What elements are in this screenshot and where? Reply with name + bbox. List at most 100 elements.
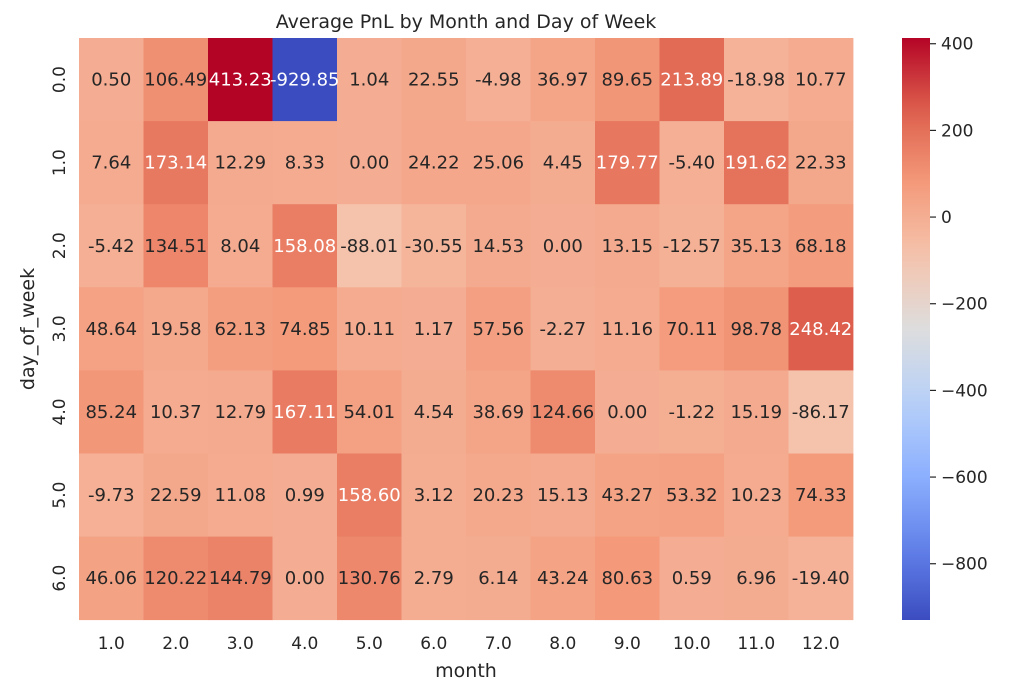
heatmap-cell-label: 80.63 bbox=[601, 568, 653, 589]
x-tick-label: 12.0 bbox=[802, 634, 840, 654]
y-tick-label: 5.0 bbox=[50, 482, 70, 509]
colorbar-tick-label: 0 bbox=[941, 208, 952, 228]
heatmap-cell bbox=[79, 536, 144, 621]
heatmap-cell-label: 98.78 bbox=[730, 319, 782, 340]
heatmap-cell bbox=[208, 536, 273, 621]
heatmap-cell bbox=[530, 370, 596, 454]
heatmap-cell bbox=[724, 121, 789, 205]
heatmap-cell bbox=[143, 287, 209, 371]
heatmap-cell bbox=[79, 453, 144, 537]
heatmap-cell-label: -929.85 bbox=[270, 70, 339, 91]
heatmap-cell bbox=[466, 536, 531, 621]
heatmap-cell-label: 7.64 bbox=[91, 153, 131, 174]
heatmap-cell bbox=[659, 204, 725, 288]
heatmap-cell bbox=[724, 38, 789, 122]
heatmap-cell-label: 62.13 bbox=[214, 319, 266, 340]
heatmap-cell bbox=[466, 287, 531, 371]
y-tick-label: 2.0 bbox=[50, 232, 70, 259]
heatmap-cell bbox=[530, 287, 596, 371]
heatmap-cell bbox=[788, 370, 854, 454]
heatmap-cell bbox=[337, 370, 402, 454]
heatmap-cells bbox=[79, 38, 854, 621]
heatmap-cell bbox=[208, 38, 273, 122]
heatmap-cell bbox=[466, 121, 531, 205]
heatmap-cell-label: -12.57 bbox=[663, 236, 721, 257]
heatmap-cell-label: 46.06 bbox=[85, 568, 137, 589]
heatmap-cell bbox=[530, 204, 596, 288]
heatmap-cell-label: 53.32 bbox=[666, 485, 718, 506]
heatmap-cell-label: 0.99 bbox=[285, 485, 325, 506]
y-tick-label: 4.0 bbox=[50, 398, 70, 425]
heatmap-cell bbox=[208, 204, 273, 288]
colorbar-tick-label: −800 bbox=[941, 555, 988, 575]
heatmap-cell-label: 12.79 bbox=[214, 402, 266, 423]
heatmap-cell-label: 158.60 bbox=[338, 485, 401, 506]
x-tick-label: 11.0 bbox=[737, 634, 775, 654]
heatmap-cell bbox=[272, 370, 338, 454]
heatmap-cell bbox=[143, 453, 209, 537]
heatmap-cell bbox=[595, 204, 660, 288]
x-tick-label: 9.0 bbox=[614, 634, 641, 654]
heatmap-cell bbox=[595, 453, 660, 537]
heatmap-cell bbox=[401, 370, 467, 454]
heatmap-cell bbox=[401, 287, 467, 371]
heatmap-cell bbox=[466, 38, 531, 122]
heatmap-cell-labels: 0.50 106.49 413.23-929.85 1.04 22.55 -4.98 36.… bbox=[85, 70, 852, 590]
x-tick-label: 2.0 bbox=[162, 634, 189, 654]
heatmap-cell bbox=[595, 536, 660, 621]
heatmap-cell-label: 10.37 bbox=[150, 402, 202, 423]
heatmap-cell bbox=[272, 536, 338, 621]
x-tick-label: 1.0 bbox=[98, 634, 125, 654]
heatmap-cell-label: 54.01 bbox=[343, 402, 395, 423]
heatmap-cell bbox=[79, 38, 144, 122]
heatmap-cell bbox=[272, 38, 338, 122]
heatmap-cell-label: 10.11 bbox=[343, 319, 395, 340]
colorbar-tick-label: −600 bbox=[941, 468, 988, 488]
heatmap-cell-label: 0.00 bbox=[285, 568, 325, 589]
heatmap-cell-label: 25.06 bbox=[472, 153, 524, 174]
heatmap-cell-label: 2.79 bbox=[414, 568, 454, 589]
heatmap-cell-label: -88.01 bbox=[340, 236, 398, 257]
heatmap-cell-label: 8.33 bbox=[285, 153, 325, 174]
heatmap-cell-label: 22.59 bbox=[150, 485, 202, 506]
heatmap-cell-label: 24.22 bbox=[408, 153, 460, 174]
heatmap-cell bbox=[788, 453, 854, 537]
heatmap-cell-label: -5.42 bbox=[88, 236, 135, 257]
heatmap-cell bbox=[143, 38, 209, 122]
heatmap-cell bbox=[272, 287, 338, 371]
heatmap-cell-label: 20.23 bbox=[472, 485, 524, 506]
heatmap-cell bbox=[143, 370, 209, 454]
heatmap-cell-label: -19.40 bbox=[792, 568, 850, 589]
heatmap-cell-label: 6.96 bbox=[736, 568, 776, 589]
heatmap-cell bbox=[208, 121, 273, 205]
y-axis-ticks: 0.0 1.0 2.0 3.0 4.0 5.0 6.0 bbox=[50, 66, 70, 592]
heatmap-cell-label: 1.04 bbox=[349, 70, 389, 91]
heatmap-cell-label: 43.27 bbox=[601, 485, 653, 506]
heatmap-cell-label: 36.97 bbox=[537, 70, 589, 91]
heatmap-cell bbox=[530, 536, 596, 621]
heatmap-cell-label: 0.00 bbox=[543, 236, 583, 257]
heatmap-cell bbox=[401, 38, 467, 122]
heatmap-cell-label: 124.66 bbox=[531, 402, 594, 423]
heatmap-cell-label: 19.58 bbox=[150, 319, 202, 340]
heatmap-cell-label: 38.69 bbox=[472, 402, 524, 423]
heatmap-cell-label: 4.45 bbox=[543, 153, 583, 174]
heatmap-cell-label: 22.33 bbox=[795, 153, 847, 174]
heatmap-cell bbox=[659, 287, 725, 371]
heatmap-cell-label: -1.22 bbox=[668, 402, 715, 423]
heatmap-cell-label: 167.11 bbox=[273, 402, 336, 423]
heatmap-cell-label: 85.24 bbox=[85, 402, 137, 423]
heatmap-cell bbox=[724, 536, 789, 621]
heatmap-cell bbox=[337, 204, 402, 288]
heatmap-cell-label: 3.12 bbox=[414, 485, 454, 506]
heatmap-cell-label: 22.55 bbox=[408, 70, 460, 91]
y-tick-label: 1.0 bbox=[50, 149, 70, 176]
heatmap-cell bbox=[659, 536, 725, 621]
heatmap-cell bbox=[724, 453, 789, 537]
heatmap-cell-label: 130.76 bbox=[338, 568, 401, 589]
colorbar-tick-label: −400 bbox=[941, 381, 988, 401]
heatmap-cell-label: 12.29 bbox=[214, 153, 266, 174]
colorbar-ticks: 400 200 0 −200 −400 −600 −800 bbox=[930, 35, 988, 575]
heatmap-cell-label: 134.51 bbox=[144, 236, 207, 257]
heatmap-cell bbox=[337, 536, 402, 621]
